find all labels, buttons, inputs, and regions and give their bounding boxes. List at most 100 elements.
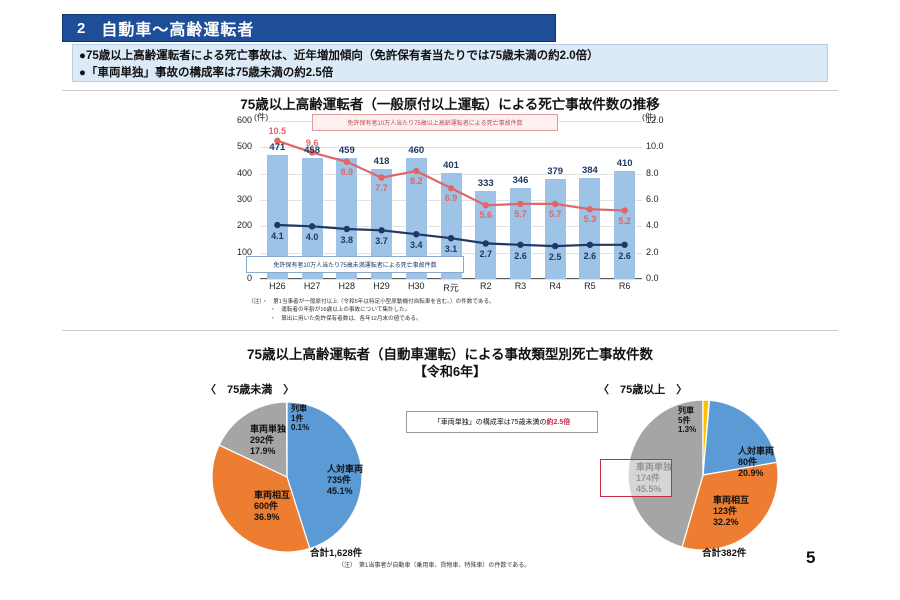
pie-label-name: 人対車両 xyxy=(738,446,775,456)
chart1-navy-value: 3.8 xyxy=(340,234,354,245)
chart1-bar xyxy=(301,158,323,279)
divider-middle xyxy=(62,330,838,331)
chart1-x-label: H29 xyxy=(373,281,390,291)
lead-summary-box: ●75歳以上高齢運転者による死亡事故は、近年増加傾向（免許保有者当たりでは75歳… xyxy=(72,44,828,82)
pie-label-count: 1件 xyxy=(291,413,304,423)
chart1-x-label: H30 xyxy=(408,281,425,291)
pie-label-name: 車両単独 xyxy=(250,424,287,434)
chart1-line-overlay xyxy=(274,137,628,250)
chart2-callout-text: 「車両単独」の構成率は75歳未満の xyxy=(433,419,547,426)
chart1-navy-value: 3.7 xyxy=(375,236,388,247)
chart1-line-over75-rate-point xyxy=(308,149,316,156)
chart1-red-value: 6.9 xyxy=(444,193,458,204)
chart1-ytick-right: 12.0 xyxy=(646,115,664,125)
chart1-x-label: R元 xyxy=(443,283,459,293)
chart1-x-label: R6 xyxy=(618,281,631,291)
chart1-line-over75-rate-point xyxy=(378,174,385,181)
pie-slice-車両単独 xyxy=(218,401,288,478)
pie-label-percent: 32.2% xyxy=(713,517,739,527)
chart1-line-under75-rate-point xyxy=(551,242,559,250)
chart1-red-value: 5.7 xyxy=(548,208,562,219)
chart1-bar-value: 458 xyxy=(304,145,320,157)
pie-label-percent: 0.1% xyxy=(291,423,310,432)
chart1-bar-value: 384 xyxy=(581,164,598,176)
chart1-x-label: R5 xyxy=(584,281,596,291)
chart1-red-value: 5.7 xyxy=(514,208,527,219)
pie-chart-over75: 人対車両80件20.9%車両相互123件32.2%車両単独174件45.5%列車… xyxy=(600,399,779,551)
chart1-line-over75-rate-point xyxy=(447,184,455,192)
chart1-bar-value: 346 xyxy=(512,174,529,186)
pie-slice-列車 xyxy=(702,399,710,476)
chart1-callout-blue: 免許保有者10万人当たり75歳未満運転者による死亡事故件数 xyxy=(246,256,464,273)
chart1-navy-value: 4.1 xyxy=(271,231,284,242)
chart1-bar-value: 333 xyxy=(477,178,494,190)
chart2-group-label-left: 〈 75歳未満 〉 xyxy=(205,384,295,396)
chart1-bar xyxy=(336,158,358,279)
pie-svg xyxy=(211,401,363,553)
chart1-x-label: R3 xyxy=(514,281,527,291)
chart1-line-over75-rate-point xyxy=(517,200,524,208)
chart1-ytick-left: 200 xyxy=(236,220,252,231)
chart1-line-over75-rate-point xyxy=(413,167,420,175)
chart1-bar xyxy=(614,171,636,279)
chart1-x-label: H27 xyxy=(303,281,321,291)
chart1-x-label: H28 xyxy=(338,281,356,291)
chart1-line-under75-rate-point xyxy=(447,234,455,242)
chart1-ytick-right: 2.0 xyxy=(646,246,659,257)
chart1-navy-value: 2.6 xyxy=(618,250,631,261)
chart1-line-over75-rate-point xyxy=(482,202,489,209)
chart1-title: 75歳以上高齢運転者（一般原付以上運転）による死亡事故件数の推移 xyxy=(240,97,660,112)
chart1-red-value: 9.6 xyxy=(305,137,319,148)
pie-label-count: 5件 xyxy=(678,415,691,425)
pie-label-percent: 36.9% xyxy=(254,512,280,522)
chart1-red-value: 5.3 xyxy=(583,214,597,225)
chart1-gridline xyxy=(260,279,642,280)
chart1-red-value: 7.7 xyxy=(375,182,388,193)
chart1-bar-value: 379 xyxy=(547,166,564,178)
chart1-line-under75-rate-point xyxy=(274,221,281,229)
chart1-navy-value: 2.5 xyxy=(548,252,562,263)
chart1-bar-value: 471 xyxy=(269,141,286,153)
chart1-bar-value: 401 xyxy=(443,160,459,172)
chart1-container: (件) (件) 0 100 200 300 400 500 600 0.0 2.0 4.0 6.0 8… xyxy=(222,112,678,295)
chart1-ytick-right: 0.0 xyxy=(646,273,659,283)
pie-label-percent: 1.3% xyxy=(678,425,697,434)
chart1-ytick-left: 300 xyxy=(236,194,252,204)
chart1-line-under75-rate-point xyxy=(517,241,524,248)
chart1-red-value: 5.6 xyxy=(479,210,492,221)
pie-label-name: 列車 xyxy=(291,404,307,413)
chart1-line-over75-rate-point xyxy=(274,137,281,144)
chart1-bar xyxy=(475,191,497,279)
divider-top xyxy=(62,90,838,91)
chart1-navy-value: 4.0 xyxy=(305,232,319,243)
chart1-x-label: R2 xyxy=(479,281,492,291)
chart1-ytick-left: 600 xyxy=(236,115,252,125)
chart1-line-under75-rate-point xyxy=(621,241,628,248)
chart1-bar xyxy=(405,157,427,279)
chart1-bar-value: 418 xyxy=(373,155,390,167)
pie-slice-車両相互 xyxy=(211,444,311,553)
chart1-navy-value: 2.7 xyxy=(479,249,492,260)
chart1-line-under75-rate-point xyxy=(308,223,316,230)
pie-label-percent: 17.9% xyxy=(250,446,276,456)
chart1-line-under75-rate-point xyxy=(413,231,420,238)
pie-label-name: 列車 xyxy=(678,406,694,415)
pie-label-count: 123件 xyxy=(713,506,738,516)
chart1-bar-value: 460 xyxy=(408,144,425,156)
chart1-bar xyxy=(440,173,462,279)
chart1-ytick-right: 10.0 xyxy=(646,141,664,152)
pie-total-over75: 合計382件 xyxy=(702,548,747,559)
chart1-bar xyxy=(371,168,393,279)
pie-highlight-box xyxy=(600,459,672,497)
chart2-callout: 「車両単独」の構成率は75歳未満の 約2.5倍 xyxy=(406,411,598,433)
pie-slice-人対車両 xyxy=(702,399,778,476)
pie-label-count: 600件 xyxy=(254,501,279,511)
chart2-note: （注） 第1当事者が自動車（乗用車、貨物車、特殊車）の件数である。 xyxy=(338,563,531,569)
pie-label-count: 292件 xyxy=(250,435,275,445)
pie-slice-人対車両 xyxy=(286,401,363,550)
pie-label-percent: 45.1% xyxy=(327,486,353,496)
chart1-ytick-left: 0 xyxy=(246,273,252,283)
chart1-note-1: （注）・ 第1当事者が一般原付以上（令和5年は特定小型原動機付自転車を含む。）の… xyxy=(248,299,495,305)
chart1-ytick-right: 4.0 xyxy=(646,220,659,231)
chart1-ytick-right: 8.0 xyxy=(646,167,659,178)
